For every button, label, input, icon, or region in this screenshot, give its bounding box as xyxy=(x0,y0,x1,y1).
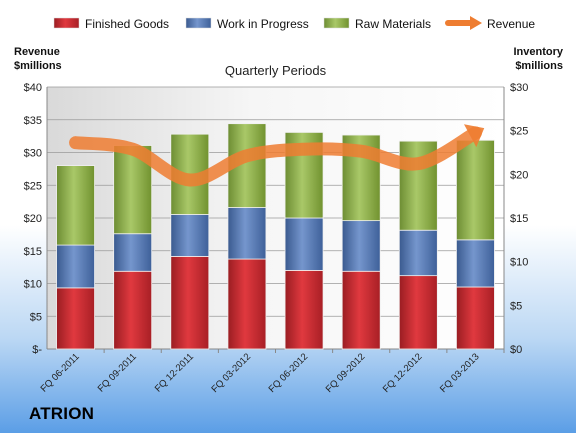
legend-swatch xyxy=(185,17,212,29)
x-tick-label: FQ 06-2012 xyxy=(267,351,311,395)
bar-segment xyxy=(170,256,210,350)
bar-segment xyxy=(170,214,210,257)
bar-segment xyxy=(113,270,153,350)
bar-segment xyxy=(56,165,95,246)
right-tick-label: $15 xyxy=(510,213,528,225)
x-tick-label: FQ 12-2012 xyxy=(381,351,425,395)
legend-label: Finished Goods xyxy=(85,17,169,31)
bar-segment xyxy=(341,220,381,272)
legend-label: Raw Materials xyxy=(355,17,431,31)
right-tick-label: $30 xyxy=(510,82,528,94)
bar-segment xyxy=(456,239,495,288)
bar-segment xyxy=(456,139,495,241)
bar-segment xyxy=(56,244,95,289)
legend-swatch-arrow xyxy=(470,16,482,30)
left-tick-label: $40 xyxy=(24,82,42,94)
legend-swatch xyxy=(323,17,350,29)
bar-segment xyxy=(284,269,324,350)
bar-segment xyxy=(56,287,95,350)
x-tick-label: FQ 12-2011 xyxy=(153,351,196,394)
bar-segment xyxy=(398,229,438,277)
chart-title: Quarterly Periods xyxy=(225,63,327,78)
right-tick-label: $20 xyxy=(510,169,528,181)
left-tick-label: $25 xyxy=(24,180,42,192)
right-tick-label: $10 xyxy=(510,257,528,269)
x-tick-label: FQ 09-2011 xyxy=(96,351,139,394)
bar-segment xyxy=(456,286,495,350)
left-tick-label: $- xyxy=(32,344,42,356)
legend-swatch xyxy=(53,17,80,29)
brand-label: ATRION xyxy=(29,404,95,423)
left-tick-label: $30 xyxy=(24,148,42,160)
x-tick-label: FQ 03-2012 xyxy=(209,351,253,395)
right-tick-label: $5 xyxy=(510,300,522,312)
bar-segment xyxy=(113,233,153,272)
x-tick-label: FQ 03-2013 xyxy=(438,351,482,395)
left-tick-label: $15 xyxy=(24,246,42,258)
bar-segment xyxy=(227,258,267,350)
left-tick-label: $5 xyxy=(30,311,42,323)
bar-segment xyxy=(284,217,324,271)
right-tick-label: $0 xyxy=(510,344,522,356)
right-axis-title: $millions xyxy=(515,60,563,72)
right-axis-title: Inventory xyxy=(513,46,563,58)
left-tick-label: $20 xyxy=(24,213,42,225)
x-tick-label: FQ 06-2011 xyxy=(39,351,82,394)
bar-segment xyxy=(227,207,267,260)
revenue-arrowhead xyxy=(463,124,485,148)
left-axis-title: $millions xyxy=(14,60,62,72)
left-tick-label: $35 xyxy=(24,115,42,127)
legend-label: Revenue xyxy=(487,17,535,31)
right-tick-label: $25 xyxy=(510,126,528,138)
left-tick-label: $10 xyxy=(24,279,42,291)
bar-segment xyxy=(398,275,438,350)
bar-segment xyxy=(113,145,153,235)
x-tick-label: FQ 09-2012 xyxy=(324,351,368,395)
left-axis-title: Revenue xyxy=(14,46,60,58)
legend-label: Work in Progress xyxy=(217,17,309,31)
revenue-line xyxy=(69,126,482,187)
bar-segment xyxy=(341,270,381,350)
